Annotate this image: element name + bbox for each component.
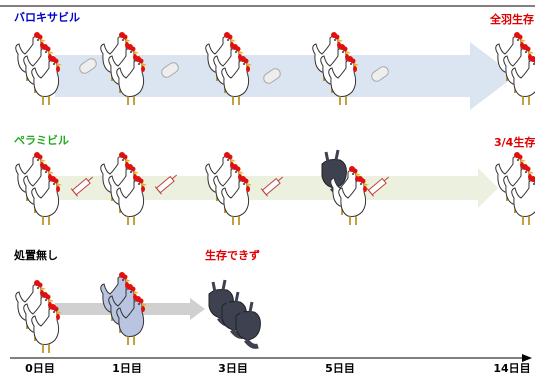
timeline-label: 14日目 [493, 362, 530, 373]
row-label: バロキサビル [14, 10, 80, 24]
row-outcome: 3/4生存 [494, 135, 535, 149]
row-label: 処置無し [13, 248, 58, 262]
timeline-label: 3日目 [218, 362, 248, 373]
row-outcome: 全羽生存 [489, 12, 534, 26]
timeline-label: 1日目 [112, 362, 142, 373]
timeline-label: 5日目 [325, 362, 355, 373]
row-label: ペラミビル [14, 133, 69, 147]
row-outcome: 生存できず [205, 248, 260, 262]
page: {"rows": [ {"label": "バロキサビル", "outcome"… [0, 0, 535, 373]
diagram: バロキサビル 全羽生存 ペラミビル 3/4生存 処置無し 生存できず 0日目 1… [0, 0, 535, 373]
timeline-arrow [522, 354, 532, 362]
chickens [16, 272, 261, 353]
timeline-label: 0日目 [25, 362, 55, 373]
